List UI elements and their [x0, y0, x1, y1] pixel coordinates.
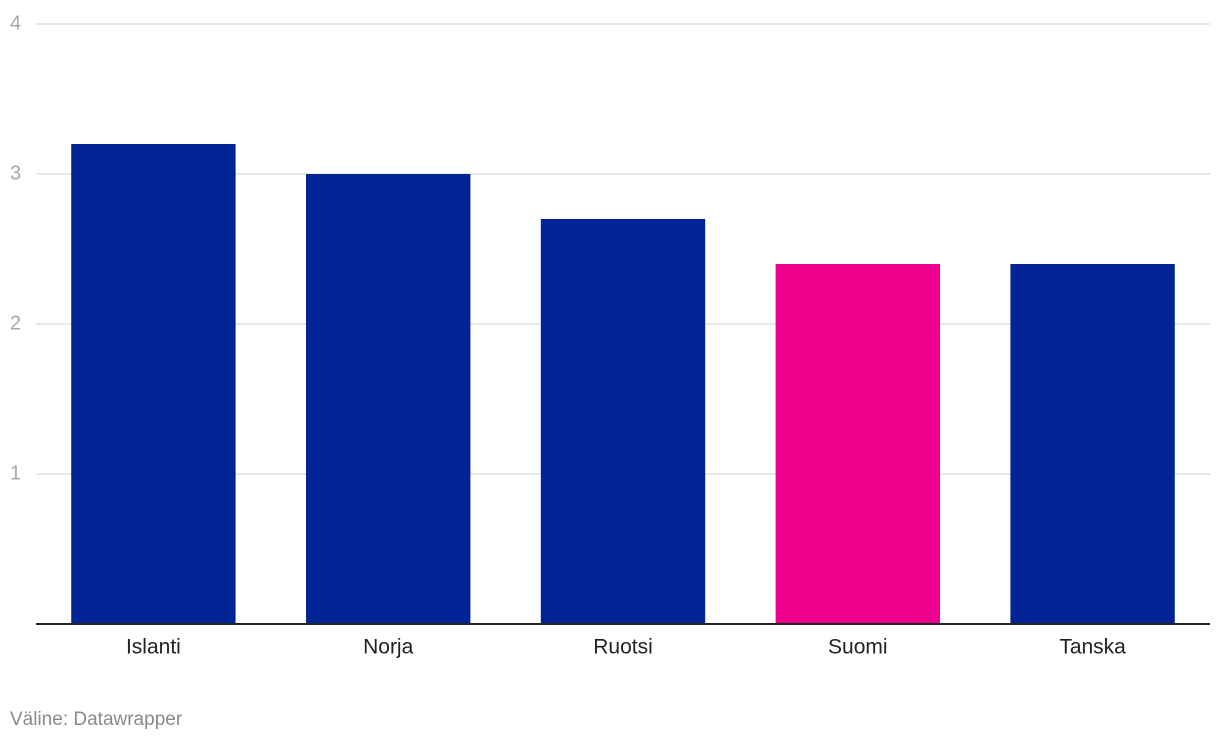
x-tick-label: Tanska: [1059, 636, 1126, 659]
bar: [540, 219, 706, 624]
bar: [775, 264, 940, 624]
bar: [1010, 264, 1175, 624]
y-tick-label: 3: [10, 162, 21, 184]
y-tick-label: 2: [10, 312, 21, 334]
x-tick-label: Islanti: [126, 636, 181, 659]
y-tick-label: 1: [10, 462, 21, 484]
x-tick-label: Suomi: [828, 636, 888, 659]
bar: [71, 144, 236, 624]
bar: [306, 174, 471, 624]
x-tick-label: Norja: [363, 636, 414, 659]
source-note: Väline: Datawrapper: [10, 709, 183, 730]
y-tick-label: 4: [10, 12, 21, 34]
x-tick-label: Ruotsi: [593, 636, 653, 659]
